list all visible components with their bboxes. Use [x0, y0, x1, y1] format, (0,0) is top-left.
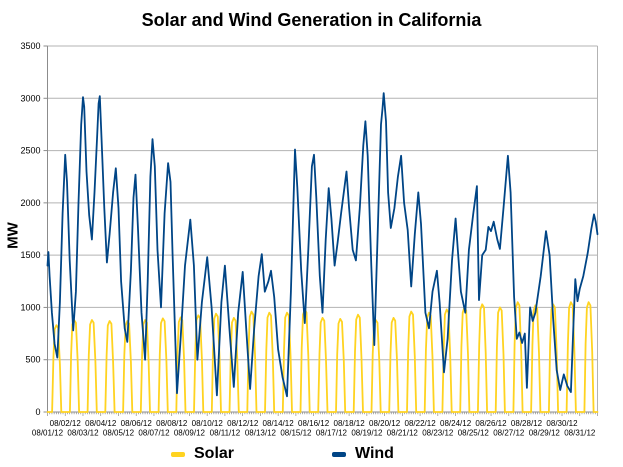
x-tick-label: 08/10/12	[192, 419, 224, 428]
x-tick-label: 08/30/12	[546, 419, 578, 428]
x-tick-label: 08/16/12	[298, 419, 330, 428]
x-tick-label: 08/22/12	[405, 419, 437, 428]
x-minor-ticks	[47, 412, 598, 416]
x-tick-label: 08/09/12	[174, 429, 206, 438]
y-tick-label: 2000	[20, 198, 40, 208]
x-tick-label: 08/08/12	[156, 419, 188, 428]
x-tick-label: 08/04/12	[85, 419, 117, 428]
x-tick-label: 08/27/12	[493, 429, 525, 438]
legend-item-wind: Wind	[332, 445, 394, 463]
x-tick-label: 08/12/12	[227, 419, 259, 428]
x-tick-label: 08/15/12	[280, 429, 312, 438]
chart-title: Solar and Wind Generation in California	[141, 10, 482, 30]
x-tick-label: 08/02/12	[50, 419, 82, 428]
legend-label-wind: Wind	[355, 445, 394, 462]
x-tick-label: 08/11/12	[210, 429, 241, 438]
x-tick-label: 08/03/12	[67, 429, 99, 438]
x-tick-label: 08/14/12	[263, 419, 295, 428]
x-tick-label: 08/05/12	[103, 429, 135, 438]
legend-swatch-solar	[171, 451, 185, 457]
x-tick-label: 08/21/12	[387, 429, 419, 438]
x-tick-label: 08/19/12	[351, 429, 383, 438]
x-tick-label: 08/18/12	[334, 419, 366, 428]
x-tick-label: 08/31/12	[564, 429, 596, 438]
y-tick-label: 500	[25, 355, 40, 365]
x-tick-label: 08/20/12	[369, 419, 401, 428]
x-tick-label: 08/06/12	[121, 419, 153, 428]
y-tick-label: 3000	[20, 93, 40, 103]
x-tick-label: 08/01/12	[32, 429, 64, 438]
wind-series-line	[46, 92, 599, 398]
x-tick-label: 08/25/12	[458, 429, 490, 438]
y-tick-label: 3500	[20, 41, 40, 51]
solar-series-line	[46, 301, 599, 413]
y-tick-label: 0	[35, 407, 40, 417]
y-tick-label: 1500	[20, 250, 40, 260]
x-tick-label: 08/29/12	[529, 429, 561, 438]
x-tick-label: 08/13/12	[245, 429, 277, 438]
x-tick-label: 08/28/12	[511, 419, 543, 428]
legend-swatch-wind	[332, 451, 346, 457]
x-tick-label: 08/17/12	[316, 429, 348, 438]
y-tick-label: 1000	[20, 302, 40, 312]
x-tick-label: 08/26/12	[475, 419, 507, 428]
x-tick-label: 08/07/12	[138, 429, 170, 438]
x-tick-label: 08/24/12	[440, 419, 472, 428]
legend-label-solar: Solar	[194, 445, 235, 462]
x-tick-label: 08/23/12	[422, 429, 454, 438]
legend-item-solar: Solar	[171, 445, 234, 463]
y-tick-label: 2500	[20, 146, 40, 156]
